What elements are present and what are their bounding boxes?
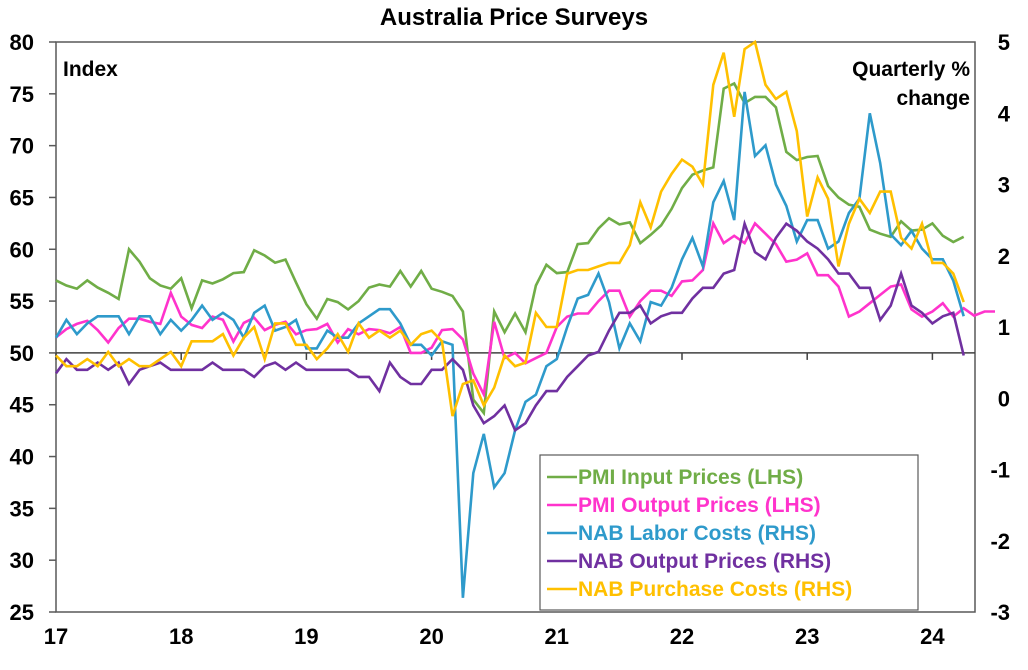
left-tick-label: 40 — [10, 445, 34, 470]
x-tick-label: 21 — [545, 624, 569, 649]
chart-title: Australia Price Surveys — [380, 4, 648, 31]
right-tick-label: -2 — [990, 529, 1010, 554]
right-tick-label: 2 — [998, 244, 1010, 269]
x-tick-label: 17 — [44, 624, 68, 649]
right-tick-label: 0 — [998, 386, 1010, 411]
series-line-nab-output-prices-rhs — [54, 219, 965, 433]
left-tick-label: 30 — [10, 548, 34, 573]
left-tick-label: 55 — [10, 289, 34, 314]
legend-label: NAB Output Prices (RHS) — [578, 550, 831, 573]
right-tick-label: 1 — [998, 315, 1010, 340]
x-tick-label: 19 — [294, 624, 318, 649]
x-tick-label: 20 — [419, 624, 443, 649]
x-tick-label: 24 — [920, 624, 945, 649]
x-tick-label: 23 — [795, 624, 819, 649]
right-axis-label-line1: Quarterly % — [852, 58, 970, 81]
right-tick-label: 4 — [998, 101, 1011, 126]
plot-area-frame — [55, 41, 976, 613]
left-tick-label: 45 — [10, 393, 34, 418]
left-tick-label: 80 — [10, 30, 34, 55]
legend-label: PMI Output Prices (LHS) — [578, 494, 821, 517]
x-axis: 17 18 19 20 21 22 23 24 — [44, 352, 945, 649]
legend-label: PMI Input Prices (LHS) — [578, 466, 803, 489]
right-axis-label-line2: change — [896, 87, 970, 110]
left-axis-label: Index — [63, 58, 118, 81]
left-tick-label: 35 — [10, 496, 34, 521]
legend: PMI Input Prices (LHS) PMI Output Prices … — [539, 454, 919, 611]
legend-label: NAB Labor Costs (RHS) — [578, 522, 816, 545]
left-tick-label: 50 — [10, 341, 34, 366]
left-tick-label: 65 — [10, 185, 34, 210]
series-line-pmi-input-prices-lhs — [55, 81, 965, 417]
right-tick-label: 5 — [998, 30, 1010, 55]
left-tick-label: 75 — [10, 82, 34, 107]
left-tick-label: 70 — [10, 134, 34, 159]
right-tick-label: -3 — [990, 600, 1010, 625]
right-tick-label: 3 — [998, 173, 1010, 198]
left-tick-label: 25 — [10, 600, 34, 625]
series-lines — [54, 39, 995, 598]
right-tick-label: -1 — [990, 458, 1010, 483]
left-y-axis: 25 30 35 40 45 50 55 60 65 70 75 80 — [10, 30, 56, 625]
legend-label: NAB Purchase Costs (RHS) — [578, 578, 852, 601]
legend-box — [539, 454, 919, 611]
left-tick-label: 60 — [10, 237, 34, 262]
series-line-nab-labor-costs-rhs — [54, 91, 965, 598]
right-y-axis: -3 -2 -1 0 1 2 3 4 5 — [990, 30, 1010, 625]
series-line-nab-purchase-costs-rhs — [55, 39, 965, 417]
x-tick-label: 22 — [670, 624, 694, 649]
x-tick-label: 18 — [169, 624, 193, 649]
